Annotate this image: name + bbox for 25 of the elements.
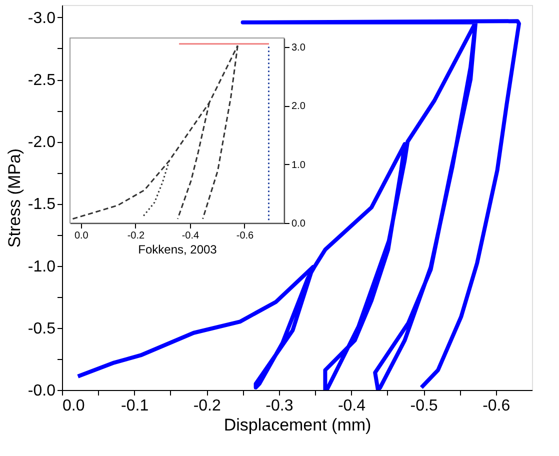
y-tick-label: 0.0	[292, 218, 306, 230]
y-tick-label: 1.0	[292, 160, 306, 171]
x-tick-label: -0.5	[410, 398, 438, 414]
x-tick-label: -0.4	[338, 398, 366, 414]
x-tick-label: -0.6	[482, 398, 510, 414]
y-tick-label: 2.0	[292, 101, 306, 112]
y-tick-label: -1.5	[28, 196, 56, 214]
x-tick-label: -0.4	[182, 230, 200, 242]
x-axis-title: Fokkens, 2003	[138, 242, 218, 256]
x-tick-label: -0.2	[193, 398, 221, 414]
y-tick-label: 3.0	[292, 42, 306, 54]
y-tick-label: -1.0	[28, 258, 56, 276]
x-tick-label: -0.6	[236, 230, 254, 242]
y-tick-label: -0.5	[28, 320, 56, 338]
x-tick-label: 0.0	[74, 230, 89, 242]
x-tick-label: 0.0	[62, 398, 85, 414]
y-axis-title: Stress (MPa)	[4, 148, 24, 248]
y-tick-label: -0.0	[28, 382, 56, 400]
y-tick-label: -2.0	[28, 134, 56, 152]
y-tick-label: -3.0	[28, 10, 56, 27]
x-tick-label: -0.2	[127, 230, 145, 242]
x-tick-label: -0.3	[266, 398, 294, 414]
y-tick-label: -2.5	[28, 72, 56, 90]
x-tick-label: -0.1	[121, 398, 149, 414]
x-axis-title: Displacement (mm)	[224, 416, 372, 434]
